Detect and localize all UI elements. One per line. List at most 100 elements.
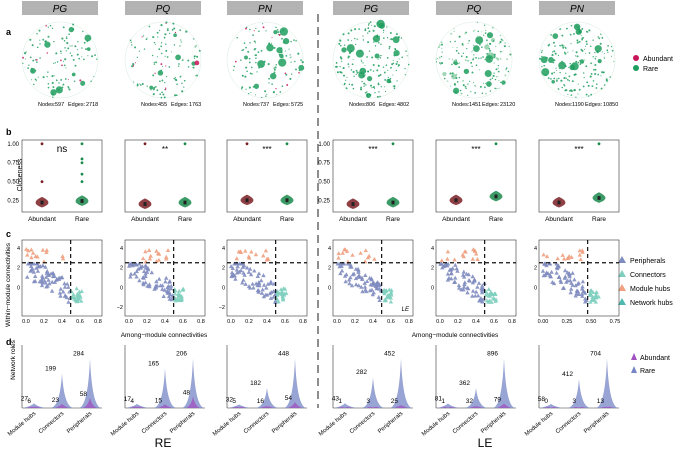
node-rare — [601, 51, 603, 53]
node-abundant — [194, 60, 200, 66]
point-peripheral — [568, 290, 573, 295]
point-peripheral — [162, 287, 167, 292]
node-rare — [354, 28, 357, 31]
node-rare — [589, 45, 592, 47]
node-rare — [166, 29, 169, 32]
node-rare — [551, 54, 554, 57]
node-rare — [361, 80, 363, 83]
point-peripheral — [356, 283, 361, 288]
node-rare — [275, 64, 278, 66]
node-rare — [392, 74, 394, 76]
node-rare — [358, 28, 361, 30]
point-peripheral — [363, 273, 368, 277]
node-rare — [356, 38, 358, 40]
node-rare — [496, 87, 498, 90]
point-peripheral — [152, 286, 157, 291]
network-plot — [226, 21, 305, 99]
node-abundant — [245, 27, 247, 30]
point-peripheral — [31, 269, 36, 274]
node-rare — [145, 38, 148, 41]
point-peripheral — [453, 262, 458, 267]
node-rare — [233, 65, 236, 68]
roles-category: Module hubs — [318, 411, 348, 438]
node-rare — [25, 51, 27, 53]
node-rare — [501, 39, 504, 42]
node-abundant — [284, 72, 287, 75]
point-peripheral — [548, 261, 553, 266]
node-rare — [379, 74, 382, 76]
point-module-hub — [156, 257, 162, 262]
node-rare — [377, 74, 380, 77]
point-peripheral — [467, 278, 472, 283]
point-connector — [172, 287, 177, 292]
node-rare — [552, 61, 555, 64]
zipi-xtick: 0.0 — [227, 319, 235, 325]
column-title: PQ — [467, 4, 482, 15]
node-rare — [387, 76, 389, 79]
node-rare — [386, 78, 391, 84]
node-rare — [600, 87, 603, 90]
legend-roles-rare-marker — [631, 366, 637, 373]
point-peripheral — [470, 280, 476, 285]
point-module-hub — [555, 256, 560, 261]
density-abundant — [186, 396, 200, 408]
point-peripheral — [256, 271, 262, 276]
point-peripheral — [572, 277, 577, 282]
node-rare — [492, 74, 495, 77]
point-module-hub — [541, 252, 546, 257]
point-module-hub — [40, 247, 46, 252]
node-rare — [335, 61, 338, 64]
column-header-bar — [227, 1, 303, 15]
point-peripheral — [28, 264, 34, 268]
node-rare — [393, 87, 396, 90]
node-rare — [587, 95, 590, 97]
node-rare — [57, 88, 60, 91]
point-module-hub — [147, 256, 153, 261]
point-module-hub — [460, 252, 465, 257]
point-peripheral — [34, 265, 39, 270]
point-module-hub — [580, 248, 585, 253]
point-peripheral — [154, 279, 159, 284]
node-rare — [369, 69, 372, 71]
node-rare — [72, 28, 75, 31]
node-rare — [392, 36, 400, 44]
node-rare — [54, 62, 56, 64]
zipi-xtick: 0.8 — [197, 319, 205, 325]
node-rare — [368, 30, 371, 33]
point-connector — [489, 299, 494, 304]
node-rare — [71, 72, 76, 77]
node-rare — [96, 58, 98, 60]
node-rare — [351, 63, 354, 66]
point-module-hub — [24, 246, 29, 251]
node-rare — [352, 58, 354, 60]
node-rare — [554, 45, 556, 47]
node-rare — [601, 71, 603, 74]
node-rare — [490, 89, 492, 92]
point-peripheral — [62, 281, 67, 286]
node-rare — [391, 63, 394, 66]
node-rare — [281, 37, 283, 40]
node-rare — [129, 39, 132, 42]
rare-count: 81 — [435, 396, 443, 403]
node-rare — [157, 36, 159, 38]
outlier-abundant — [40, 142, 44, 146]
node-rare — [290, 40, 292, 43]
point-peripheral — [447, 267, 452, 272]
node-rare — [480, 57, 482, 59]
node-rare — [90, 80, 92, 82]
edges-label: Edges: — [585, 102, 603, 108]
node-rare — [373, 25, 376, 28]
point-peripheral — [376, 294, 381, 299]
node-rare — [473, 45, 480, 52]
density-abundant — [469, 406, 483, 408]
node-rare — [255, 27, 257, 30]
node-rare — [173, 27, 176, 30]
node-rare — [352, 70, 355, 74]
node-rare — [568, 79, 571, 82]
closeness-ytick: 0.25 — [318, 199, 330, 205]
node-rare — [67, 47, 70, 50]
abundant-count: 25 — [391, 398, 399, 405]
node-rare — [595, 83, 598, 86]
point-peripheral — [343, 279, 348, 284]
node-rare — [256, 71, 258, 73]
